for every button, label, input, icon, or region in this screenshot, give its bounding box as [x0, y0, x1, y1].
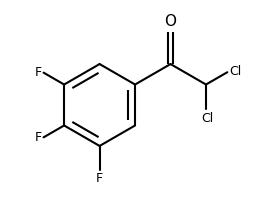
Text: F: F — [34, 66, 42, 79]
Text: F: F — [96, 172, 103, 185]
Text: Cl: Cl — [229, 65, 242, 78]
Text: Cl: Cl — [201, 112, 213, 125]
Text: F: F — [34, 131, 42, 144]
Text: O: O — [165, 14, 176, 29]
